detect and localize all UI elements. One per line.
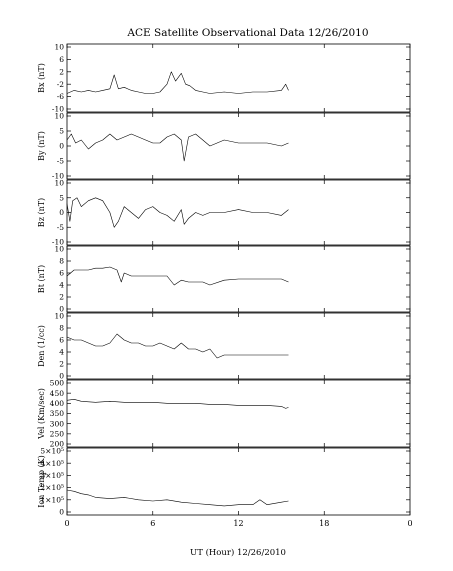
panels: -10 -6 -2 2 6 10 Bx (nT) -10 -5 0 5 10 By (nT) -10 -5 0… <box>37 43 411 517</box>
y-tick-label: -5 <box>57 223 65 232</box>
y-tick-label: 2 <box>59 293 64 302</box>
y-axis-label: Den (1/cc) <box>37 325 46 367</box>
x-axis-ticks: 0 6 12 18 0 <box>64 519 412 528</box>
panel-frame <box>66 112 411 180</box>
y-tick-label: 0 <box>59 142 64 151</box>
y-tick-label: 500 <box>50 379 65 388</box>
y-tick-label: 0 <box>59 305 64 314</box>
y-tick-label: 10 <box>54 312 64 321</box>
series-line <box>66 197 289 228</box>
y-axis-label: By (nT) <box>37 131 46 161</box>
y-tick-label: 450 <box>50 389 65 398</box>
y-tick-label: 10 <box>54 179 64 188</box>
panel-frame <box>66 43 411 113</box>
y-tick-label: 8 <box>59 257 64 266</box>
series-line <box>66 398 289 409</box>
y-tick-label: 6 <box>59 269 64 278</box>
y-axis-label: Vel (Km/sec) <box>37 388 46 440</box>
y-tick-label: 6 <box>59 336 64 345</box>
series-line <box>66 489 289 507</box>
y-tick-label: 200 <box>50 440 65 449</box>
x-axis-label: UT (Hour) 12/26/2010 <box>190 547 286 558</box>
y-tick-label: 0 <box>59 508 64 517</box>
y-tick-label: 5×10⁵ <box>40 447 64 456</box>
x-tick-label: 12 <box>233 519 243 528</box>
panel-2: -10 -5 0 5 10 By (nT) <box>37 112 411 181</box>
y-tick-label: 5 <box>59 193 64 202</box>
x-tick-label: 6 <box>150 519 155 528</box>
panel-frame <box>66 179 411 246</box>
y-tick-label: 8 <box>59 324 64 333</box>
y-tick-label: 400 <box>50 399 65 408</box>
y-axis-label: Bt (nT) <box>37 265 46 293</box>
y-tick-label: 3×10⁵ <box>40 471 64 480</box>
series-line <box>66 266 289 286</box>
y-axis-label: Bx (nT) <box>37 63 46 93</box>
y-tick-label: 10 <box>54 245 64 254</box>
y-tick-label: 250 <box>50 429 65 438</box>
y-tick-label: 2 <box>59 67 64 76</box>
y-tick-label: 2 <box>59 360 64 369</box>
y-axis-label: Ion Temp (K) <box>37 455 46 508</box>
y-tick-label: 6 <box>59 55 64 64</box>
panel-frame <box>66 379 411 448</box>
y-tick-label: -5 <box>57 157 65 166</box>
panel-5: 0 2 4 6 8 10 Den (1/cc) <box>37 312 411 381</box>
panel-3: -10 -5 0 5 10 Bz (nT) <box>37 179 411 247</box>
y-tick-label: -10 <box>52 172 64 181</box>
y-tick-label: 4 <box>59 348 64 357</box>
y-tick-label: 10 <box>54 112 64 121</box>
y-axis-label: Bz (nT) <box>37 198 46 227</box>
y-tick-label: 0 <box>59 208 64 217</box>
series-line <box>66 133 289 162</box>
x-tick-label: 18 <box>319 519 329 528</box>
y-tick-label: 2×10⁵ <box>40 483 64 492</box>
y-tick-label: -10 <box>52 238 64 247</box>
y-tick-label: 0 <box>59 372 64 381</box>
y-tick-label: 10 <box>54 43 64 52</box>
x-tick-label: 0 <box>407 519 412 528</box>
y-tick-label: 1×10⁵ <box>40 495 64 504</box>
y-tick-label: 300 <box>50 419 65 428</box>
panel-4: 0 2 4 6 8 10 Bt (nT) <box>37 245 411 314</box>
y-tick-label: 350 <box>50 409 65 418</box>
y-tick-label: -6 <box>57 92 65 101</box>
x-tick-label: 0 <box>64 519 69 528</box>
series-line <box>66 71 289 94</box>
y-tick-label: 4×10⁵ <box>40 459 64 468</box>
y-tick-label: -2 <box>57 80 65 89</box>
panel-1: -10 -6 -2 2 6 10 Bx (nT) <box>37 43 411 114</box>
panel-frame <box>66 312 411 380</box>
y-tick-label: -10 <box>52 105 64 114</box>
y-tick-label: 4 <box>59 281 64 290</box>
y-tick-label: 5 <box>59 127 64 136</box>
figure-title: ACE Satellite Observational Data 12/26/2… <box>126 27 368 39</box>
series-line <box>66 333 289 359</box>
